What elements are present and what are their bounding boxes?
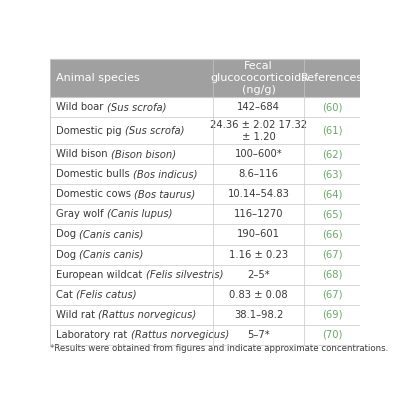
Text: (61): (61): [322, 126, 342, 136]
Text: (68): (68): [322, 270, 342, 280]
Text: European wildcat: European wildcat: [56, 270, 146, 280]
Bar: [50, 59, 360, 97]
Text: Domestic bulls: Domestic bulls: [56, 170, 133, 180]
Text: 142–684: 142–684: [237, 102, 280, 112]
Text: Wild rat: Wild rat: [56, 310, 98, 320]
Text: (67): (67): [322, 290, 342, 300]
Text: Wild bison: Wild bison: [56, 150, 111, 160]
Text: (Felis silvestris): (Felis silvestris): [146, 270, 223, 280]
Text: *Results were obtained from figures and indicate approximate concentrations.: *Results were obtained from figures and …: [50, 344, 388, 353]
Text: Animal species: Animal species: [56, 73, 140, 83]
Text: (67): (67): [322, 250, 342, 260]
Text: 2–5*: 2–5*: [247, 270, 270, 280]
Text: (63): (63): [322, 170, 342, 180]
Text: Domestic cows: Domestic cows: [56, 190, 134, 200]
Text: Cat: Cat: [56, 290, 76, 300]
Text: (70): (70): [322, 330, 342, 340]
Text: References: References: [301, 73, 363, 83]
Text: (Bos indicus): (Bos indicus): [133, 170, 198, 180]
Text: (Sus scrofa): (Sus scrofa): [125, 126, 184, 136]
Text: (Felis catus): (Felis catus): [76, 290, 137, 300]
Text: (Canis canis): (Canis canis): [80, 230, 144, 240]
Text: 1.16 ± 0.23: 1.16 ± 0.23: [229, 250, 288, 260]
Text: (65): (65): [322, 210, 342, 220]
Text: Dog: Dog: [56, 230, 80, 240]
Text: (69): (69): [322, 310, 342, 320]
Text: (60): (60): [322, 102, 342, 112]
Text: 10.14–54.83: 10.14–54.83: [228, 190, 290, 200]
Text: Laboratory rat: Laboratory rat: [56, 330, 130, 340]
Text: (Sus scrofa): (Sus scrofa): [107, 102, 166, 112]
Text: 8.6–116: 8.6–116: [238, 170, 278, 180]
Text: 100–600*: 100–600*: [234, 150, 282, 160]
Text: 0.83 ± 0.08: 0.83 ± 0.08: [229, 290, 288, 300]
Text: 5–7*: 5–7*: [247, 330, 270, 340]
Text: Domestic pig: Domestic pig: [56, 126, 125, 136]
Text: Gray wolf: Gray wolf: [56, 210, 107, 220]
Text: 116–1270: 116–1270: [234, 210, 283, 220]
Text: (Rattus norvegicus): (Rattus norvegicus): [98, 310, 196, 320]
Text: Wild boar: Wild boar: [56, 102, 107, 112]
Text: (Rattus norvegicus): (Rattus norvegicus): [130, 330, 229, 340]
Text: 24.36 ± 2.02 17.32
± 1.20: 24.36 ± 2.02 17.32 ± 1.20: [210, 120, 307, 142]
Text: (Bos taurus): (Bos taurus): [134, 190, 196, 200]
Text: (Canis canis): (Canis canis): [80, 250, 144, 260]
Text: Dog: Dog: [56, 250, 80, 260]
Text: (66): (66): [322, 230, 342, 240]
Text: (Bison bison): (Bison bison): [111, 150, 176, 160]
Text: 38.1–98.2: 38.1–98.2: [234, 310, 283, 320]
Text: (64): (64): [322, 190, 342, 200]
Text: Fecal
glucococorticoids
(ng/g): Fecal glucococorticoids (ng/g): [210, 62, 307, 95]
Text: (Canis lupus): (Canis lupus): [107, 210, 172, 220]
Text: 190–601: 190–601: [237, 230, 280, 240]
Text: (62): (62): [322, 150, 342, 160]
